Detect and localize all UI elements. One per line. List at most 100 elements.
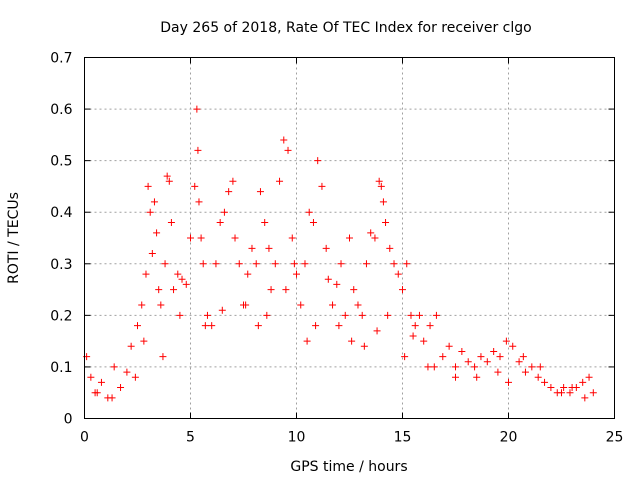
data-point: [284, 146, 292, 154]
data-point: [322, 244, 330, 252]
data-point: [110, 363, 118, 371]
data-point: [244, 270, 252, 278]
data-point: [360, 342, 368, 350]
data-point: [341, 311, 349, 319]
data-point: [354, 301, 362, 309]
data-point: [458, 347, 466, 355]
data-point: [439, 353, 447, 361]
data-point: [502, 337, 510, 345]
x-tick-label-1: 5: [186, 430, 195, 446]
data-point: [377, 182, 385, 190]
data-point: [288, 234, 296, 242]
data-point: [521, 368, 529, 376]
data-point: [148, 249, 156, 257]
data-point: [163, 172, 171, 180]
data-point: [324, 275, 332, 283]
data-point: [589, 389, 597, 397]
data-point: [386, 244, 394, 252]
data-point: [242, 301, 250, 309]
data-point: [367, 229, 375, 237]
data-point: [293, 270, 300, 278]
data-point: [248, 244, 256, 252]
data-point: [379, 198, 387, 206]
data-point: [193, 105, 201, 113]
data-point: [335, 322, 343, 330]
data-point: [197, 234, 205, 242]
data-point: [174, 270, 182, 278]
data-point: [97, 378, 105, 386]
plot-frame: [84, 57, 615, 419]
data-point: [373, 327, 381, 335]
data-point: [471, 363, 479, 371]
data-point: [218, 306, 226, 314]
data-point: [407, 311, 415, 319]
data-point: [161, 260, 169, 268]
data-point: [195, 198, 203, 206]
data-point: [165, 177, 173, 185]
data-point: [452, 363, 459, 371]
data-point: [541, 378, 549, 386]
data-point: [146, 208, 154, 216]
data-point: [534, 373, 542, 381]
data-point: [93, 389, 101, 397]
data-point: [276, 177, 284, 185]
y-tick-label-6: 0.6: [50, 102, 72, 118]
data-point: [337, 260, 345, 268]
data-point: [394, 270, 402, 278]
y-tick-label-7: 0.7: [50, 51, 72, 67]
data-point: [483, 358, 491, 366]
data-point: [424, 363, 432, 371]
data-point: [297, 301, 305, 309]
data-point: [155, 286, 163, 294]
data-point: [401, 353, 409, 361]
x-tick-label-3: 15: [394, 430, 412, 446]
data-point: [581, 394, 589, 402]
data-point: [519, 353, 527, 361]
data-point: [494, 368, 502, 376]
data-point: [170, 286, 178, 294]
data-point: [566, 389, 574, 397]
data-point: [346, 234, 353, 242]
data-point: [127, 342, 135, 350]
data-point: [203, 311, 211, 319]
data-point: [140, 337, 148, 345]
data-point: [208, 322, 216, 330]
data-point: [191, 182, 199, 190]
data-point: [312, 322, 320, 330]
data-point: [216, 219, 224, 227]
data-point: [108, 394, 116, 402]
data-point: [477, 353, 485, 361]
y-tick-label-1: 0.1: [50, 360, 72, 376]
data-point: [282, 286, 290, 294]
data-point: [267, 286, 275, 294]
data-point: [167, 219, 175, 227]
data-point: [290, 260, 298, 268]
x-tick-label-0: 0: [80, 430, 89, 446]
data-point: [280, 136, 288, 144]
data-point: [303, 337, 311, 345]
data-point: [131, 373, 139, 381]
data-point: [375, 177, 383, 185]
data-point: [318, 182, 326, 190]
data-point: [420, 337, 428, 345]
data-point: [153, 229, 161, 237]
data-point: [194, 146, 202, 154]
data-point: [252, 260, 260, 268]
data-point: [229, 177, 237, 185]
data-point: [430, 363, 438, 371]
data-point: [490, 347, 498, 355]
data-point: [399, 286, 406, 294]
data-point: [271, 260, 279, 268]
data-point: [547, 384, 555, 392]
data-point: [568, 384, 576, 392]
data-point: [87, 373, 95, 381]
data-point: [159, 353, 167, 361]
data-point: [117, 384, 125, 392]
data-point: [301, 260, 309, 268]
data-point: [182, 280, 190, 288]
data-point: [384, 311, 392, 319]
axis-ticks: [84, 57, 615, 419]
data-point: [263, 311, 271, 319]
